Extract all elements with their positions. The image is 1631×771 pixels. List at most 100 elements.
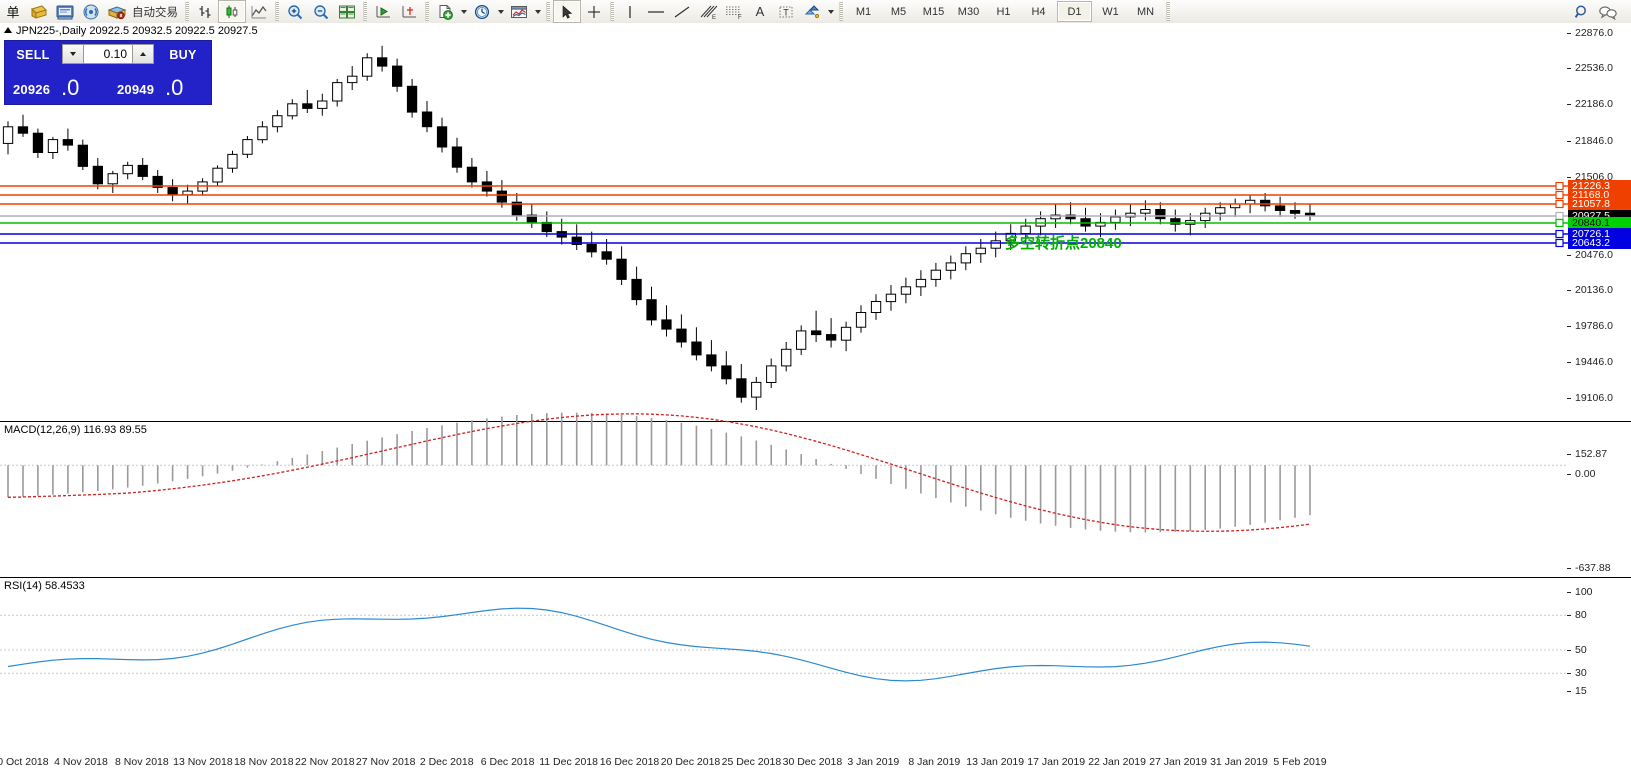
oct-controls-row: SELL 0.10 BUY	[5, 41, 211, 66]
time-tick: 17 Jan 2019	[1027, 756, 1086, 768]
fibonacci-icon[interactable]: F	[721, 1, 747, 22]
price-pane[interactable]: JPN225-,Daily 20922.5 20932.5 20922.5 20…	[0, 23, 1631, 418]
time-axis[interactable]: 30 Oct 2018 4 Nov 2018 8 Nov 2018 13 Nov 20…	[0, 749, 1631, 771]
time-tick: 5 Feb 2019	[1273, 756, 1327, 768]
timeframe-m30[interactable]: M30	[957, 5, 980, 18]
volume-increase-icon[interactable]	[132, 44, 154, 64]
auto-scroll-icon[interactable]	[396, 1, 422, 22]
new-chart-icon[interactable]	[432, 1, 458, 22]
auto-trading-label[interactable]: 自动交易	[132, 6, 178, 19]
timeframe-mn[interactable]: MN	[1136, 5, 1155, 18]
timeframe-d1[interactable]: D1	[1057, 1, 1092, 22]
chevron-down-icon[interactable]	[495, 1, 506, 22]
sell-price[interactable]: 20926 .0	[5, 66, 109, 101]
chevron-down-icon[interactable]	[825, 1, 836, 22]
time-tick: 13 Nov 2018	[173, 756, 233, 768]
time-tick: 22 Nov 2018	[295, 756, 355, 768]
timeframe-m15[interactable]: M15	[922, 5, 945, 18]
terminal-icon[interactable]	[52, 1, 78, 22]
main-toolbar: 单	[0, 0, 1631, 24]
trendline-icon[interactable]	[669, 1, 695, 22]
vertical-line-icon[interactable]	[617, 1, 643, 22]
price-tick: 22536.0	[1567, 62, 1631, 74]
search-icon[interactable]	[1569, 1, 1595, 22]
time-tick: 30 Dec 2018	[782, 756, 843, 768]
time-tick: 3 Jan 2019	[847, 756, 900, 768]
rsi-series	[0, 607, 1568, 682]
bar-chart-icon[interactable]	[192, 1, 218, 22]
timeframe-m1[interactable]: M1	[855, 5, 872, 18]
zoom-out-icon[interactable]	[308, 1, 334, 22]
indicators-icon[interactable]	[506, 1, 532, 22]
time-tick: 13 Jan 2019	[966, 756, 1025, 768]
pointer-icon[interactable]	[553, 0, 581, 23]
time-tick: 25 Dec 2018	[721, 756, 782, 768]
timeframe-h4[interactable]: H4	[1031, 5, 1046, 18]
price-axis[interactable]: 22876.0 22536.0 22186.0 21846.0 21506.0 20476…	[1567, 23, 1631, 418]
objects-icon[interactable]	[799, 1, 825, 22]
time-tick: 8 Nov 2018	[115, 756, 169, 768]
time-tick: 30 Oct 2018	[0, 756, 49, 768]
rsi-tick: 50	[1567, 644, 1631, 656]
buy-price[interactable]: 20949 .0	[109, 66, 211, 101]
buy-button[interactable]: BUY	[169, 48, 197, 62]
timeframe-w1[interactable]: W1	[1102, 5, 1119, 18]
collapse-triangle-icon[interactable]	[4, 27, 12, 33]
signal-icon[interactable]	[78, 1, 104, 22]
candlestick-chart-icon[interactable]	[218, 0, 246, 23]
macd-pane[interactable]: MACD(12,26,9) 116.93 89.55 152.87 0.00 -63…	[0, 412, 1631, 574]
timeframe-icon[interactable]	[469, 1, 495, 22]
macd-tick: 0.00	[1567, 468, 1631, 480]
candlestick-series	[2, 45, 1316, 410]
toolbar-separator	[275, 2, 279, 21]
text-label-icon[interactable]: T	[773, 1, 799, 22]
buy-price-main: 20949	[117, 82, 155, 97]
volume-input[interactable]: 0.10	[84, 44, 132, 64]
horizontal-line-icon[interactable]	[643, 1, 669, 22]
rsi-axis: 100 80 50 30 15	[1567, 578, 1631, 724]
crosshair-icon[interactable]	[581, 1, 607, 22]
price-tick: 20476.0	[1567, 249, 1631, 261]
chart-shift-icon[interactable]	[370, 1, 396, 22]
new-order-icon[interactable]: 单	[6, 6, 20, 21]
equidistant-channel-icon[interactable]: E	[695, 1, 721, 22]
volume-decrease-icon[interactable]	[62, 44, 84, 64]
rsi-tick: 30	[1567, 667, 1631, 679]
svg-text:F: F	[738, 15, 742, 20]
chevron-down-icon[interactable]	[458, 1, 469, 22]
time-tick: 11 Dec 2018	[539, 756, 598, 768]
time-tick: 31 Jan 2019	[1210, 756, 1268, 768]
rsi-pane[interactable]: RSI(14) 58.4533 100 80 50 30 15	[0, 577, 1631, 724]
rsi-tick: 80	[1567, 609, 1631, 621]
chevron-down-icon[interactable]	[532, 1, 543, 22]
zoom-in-icon[interactable]	[282, 1, 308, 22]
macd-label: MACD(12,26,9) 116.93 89.55	[4, 424, 147, 436]
rsi-tick: 15	[1567, 685, 1631, 697]
chart-annotation[interactable]: 多空转折点20840	[1005, 235, 1122, 252]
expert-advisor-icon[interactable]	[104, 1, 130, 22]
macd-axis: 152.87 0.00 -637.88	[1567, 422, 1631, 574]
sell-price-main: 20926	[13, 82, 51, 97]
text-icon[interactable]: A	[755, 4, 765, 19]
svg-text:E: E	[712, 15, 716, 20]
volume-stepper[interactable]: 0.10	[62, 44, 154, 64]
time-tick: 16 Dec 2018	[599, 756, 660, 768]
price-line-overlay[interactable]	[0, 23, 1568, 418]
chart-area[interactable]: JPN225-,Daily 20922.5 20932.5 20922.5 20…	[0, 23, 1631, 771]
time-tick: 27 Nov 2018	[355, 756, 416, 768]
chat-icon[interactable]	[1595, 1, 1621, 22]
line-chart-icon[interactable]	[246, 1, 272, 22]
time-tick: 6 Dec 2018	[480, 756, 535, 768]
tile-windows-icon[interactable]	[334, 1, 360, 22]
time-tick: 27 Jan 2019	[1149, 756, 1207, 768]
timeframe-m5[interactable]: M5	[890, 5, 907, 18]
price-label-support-lower[interactable]: 20643.2	[1568, 237, 1631, 249]
timeframe-h1[interactable]: H1	[996, 5, 1011, 18]
price-label-pivot-line[interactable]: 20840.1	[1568, 217, 1631, 229]
wallet-icon[interactable]	[26, 1, 52, 22]
macd-tick: 152.87	[1567, 448, 1631, 460]
price-label-resistance-lower[interactable]: 21057.8	[1568, 198, 1631, 210]
rsi-label: RSI(14) 58.4533	[4, 580, 85, 592]
one-click-trading-panel[interactable]: SELL 0.10 BUY 20926 .0 20949 .0	[4, 40, 212, 105]
sell-button[interactable]: SELL	[16, 48, 50, 62]
